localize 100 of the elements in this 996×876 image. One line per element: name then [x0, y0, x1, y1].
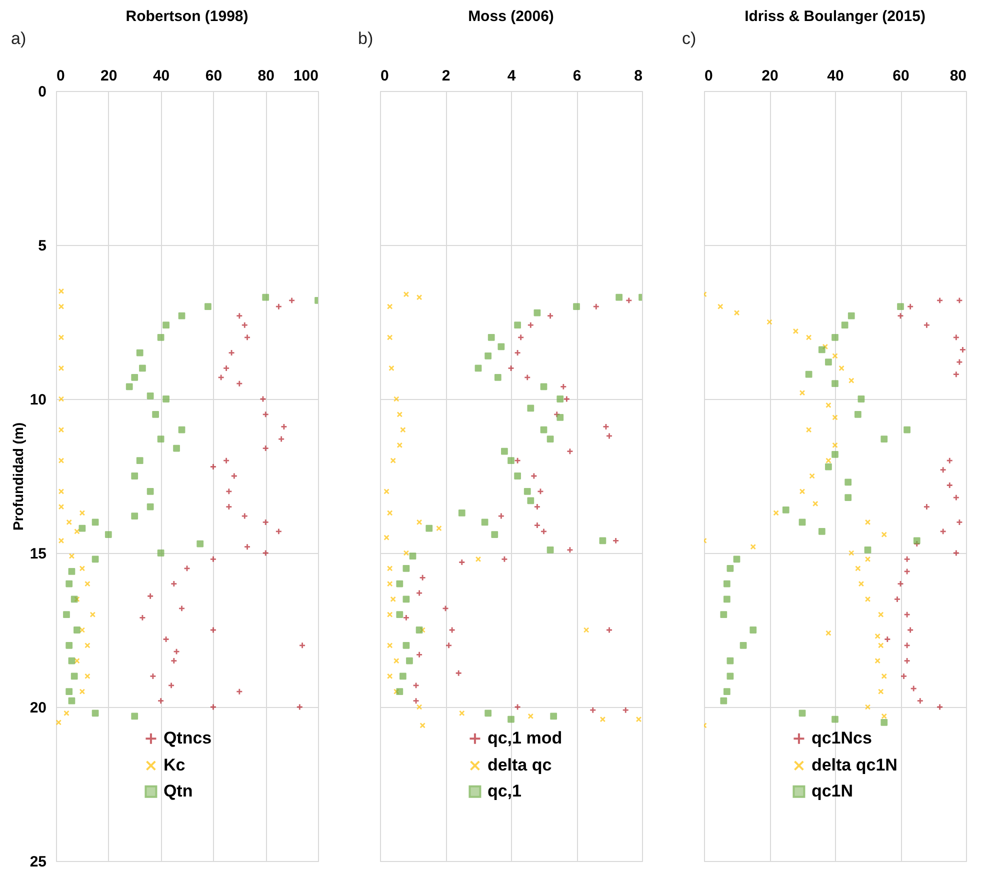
point [723, 688, 730, 696]
point [68, 568, 76, 575]
point [74, 658, 80, 664]
chart-title: Robertson (1998) [126, 8, 248, 25]
point [916, 697, 924, 704]
point [956, 297, 963, 304]
point [805, 370, 812, 378]
point [66, 519, 72, 526]
point [792, 328, 799, 334]
point [416, 626, 423, 634]
point [864, 546, 872, 554]
x-tick-label: 8 [634, 68, 642, 84]
point [58, 504, 64, 510]
point [766, 319, 772, 325]
point [556, 414, 564, 421]
point [894, 596, 901, 603]
text: b) [358, 29, 374, 48]
legend-label: qc1Ncs [811, 728, 872, 748]
point [602, 423, 610, 430]
point [563, 396, 570, 402]
point [508, 364, 514, 372]
point [720, 697, 728, 704]
point [390, 458, 396, 464]
point [818, 346, 826, 354]
point [210, 626, 217, 634]
point [66, 580, 73, 588]
point [131, 472, 138, 480]
point [600, 716, 606, 722]
point [152, 410, 159, 418]
point [78, 524, 86, 532]
point [146, 488, 154, 495]
point [832, 414, 838, 420]
point [262, 550, 270, 556]
point [606, 626, 613, 634]
point [556, 396, 564, 402]
point [491, 531, 498, 538]
point [952, 550, 960, 556]
point [726, 672, 734, 680]
point [592, 303, 600, 310]
point [956, 518, 963, 526]
point [910, 685, 918, 692]
point [157, 334, 164, 341]
point [514, 472, 521, 480]
point [848, 312, 855, 320]
point [501, 448, 508, 455]
point [58, 304, 64, 310]
point [402, 614, 410, 622]
point [616, 294, 623, 301]
point [750, 626, 757, 634]
point [58, 426, 64, 433]
point [854, 410, 862, 418]
point [402, 564, 410, 572]
point [537, 488, 544, 495]
point [225, 488, 232, 495]
y-tick-label: 10 [30, 392, 46, 408]
point [501, 556, 508, 563]
point [146, 503, 154, 510]
point [146, 592, 154, 600]
point [826, 458, 832, 464]
point [416, 590, 423, 596]
point [524, 374, 531, 381]
y-tick-label: 5 [38, 238, 46, 254]
point [384, 488, 390, 494]
point [546, 546, 554, 554]
x-tick-label: 40 [152, 68, 170, 84]
point [409, 552, 416, 560]
point [625, 297, 632, 304]
point [832, 442, 838, 448]
point [162, 322, 170, 329]
point [844, 478, 852, 486]
point [396, 688, 404, 696]
point [799, 488, 806, 494]
point [420, 722, 426, 728]
point [184, 564, 190, 572]
point [474, 364, 482, 372]
point [396, 580, 404, 588]
point [566, 546, 574, 554]
point [79, 627, 86, 633]
point [798, 710, 806, 717]
point [244, 543, 251, 550]
point [445, 642, 452, 649]
point [723, 580, 730, 588]
point [386, 612, 393, 618]
point [864, 556, 871, 562]
point [426, 524, 433, 532]
point [546, 436, 554, 442]
point [442, 605, 449, 612]
point [178, 426, 186, 434]
point [412, 682, 420, 689]
point [173, 444, 180, 452]
point [481, 518, 488, 526]
point [416, 651, 423, 658]
point [809, 473, 815, 479]
point [396, 412, 403, 418]
x-tick-label: 60 [892, 68, 910, 84]
point [923, 322, 930, 329]
point [92, 556, 99, 563]
point [241, 512, 248, 520]
point [228, 349, 235, 356]
point [58, 334, 64, 340]
